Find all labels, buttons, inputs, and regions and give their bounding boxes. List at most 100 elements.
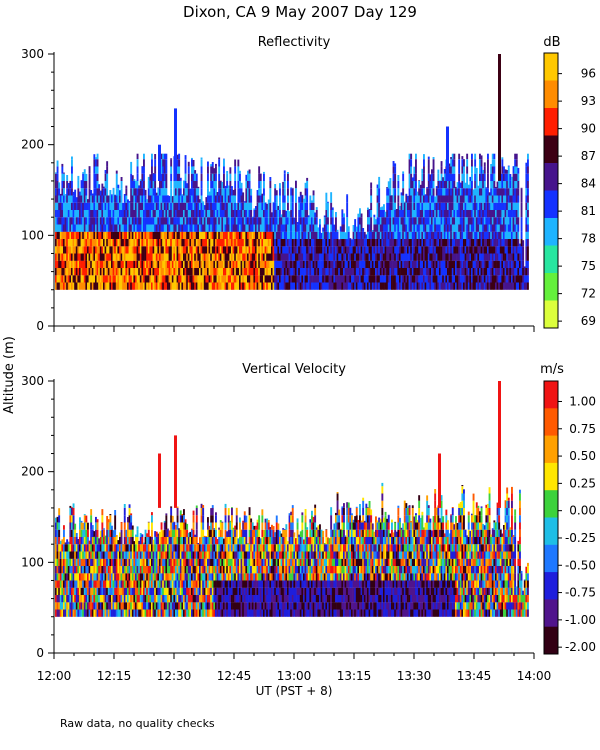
heatmap-cell <box>267 239 270 247</box>
heatmap-cell <box>493 188 496 196</box>
heatmap-cell <box>487 188 489 196</box>
heatmap-cell <box>504 217 507 225</box>
heatmap-cell <box>55 573 57 581</box>
heatmap-cell <box>98 587 101 595</box>
heatmap-cell <box>439 224 441 232</box>
heatmap-cell <box>435 268 438 276</box>
heatmap-cell <box>490 202 493 210</box>
heatmap-cell <box>312 282 315 290</box>
heatmap-cell <box>91 275 94 283</box>
heatmap-cell <box>207 260 209 268</box>
heatmap-cell <box>488 260 491 268</box>
heatmap-cell <box>387 246 390 254</box>
heatmap-cell <box>234 231 237 239</box>
heatmap-cell <box>74 217 77 225</box>
heatmap-cell <box>432 209 435 218</box>
heatmap-cell <box>437 180 440 189</box>
heatmap-cell <box>186 260 189 268</box>
heatmap-cell <box>509 209 512 218</box>
heatmap-cell <box>56 275 59 283</box>
heatmap-cell <box>88 231 91 239</box>
heatmap-cell <box>223 268 225 276</box>
heatmap-cell <box>261 193 264 196</box>
heatmap-cell <box>325 209 328 218</box>
heatmap-cell <box>55 609 57 617</box>
heatmap-cell <box>411 246 414 254</box>
heatmap-cell <box>499 282 502 290</box>
heatmap-cell <box>256 239 259 247</box>
heatmap-cell <box>354 246 357 254</box>
heatmap-cell <box>155 192 158 196</box>
heatmap-cell <box>152 239 155 247</box>
heatmap-cell <box>208 246 211 254</box>
heatmap-cell <box>240 253 243 261</box>
heatmap-cell <box>69 260 72 268</box>
heatmap-cell <box>58 182 61 189</box>
heatmap-cell <box>435 217 438 225</box>
heatmap-cell <box>59 573 62 581</box>
heatmap-cell <box>282 217 285 225</box>
heatmap-cell <box>227 188 230 196</box>
heatmap-cell <box>264 224 267 232</box>
heatmap-cell <box>103 587 105 595</box>
heatmap-cell <box>290 282 293 290</box>
heatmap-cell <box>418 202 421 210</box>
heatmap-cell <box>147 282 150 290</box>
heatmap-cell <box>448 246 451 254</box>
heatmap-cell <box>279 202 281 210</box>
heatmap-cell <box>480 209 483 218</box>
heatmap-cell <box>235 239 238 247</box>
heatmap-cell <box>287 188 289 196</box>
heatmap-cell <box>59 566 62 574</box>
heatmap-cell <box>195 231 198 239</box>
heatmap-cell <box>451 246 454 254</box>
heatmap-cell <box>127 260 129 268</box>
heatmap-cell <box>338 239 341 247</box>
heatmap-cell <box>69 536 72 545</box>
heatmap-cell <box>61 580 64 588</box>
heatmap-cell <box>149 224 152 232</box>
heatmap-cell <box>131 246 134 254</box>
heatmap-cell <box>184 253 187 261</box>
heatmap-cell <box>309 275 312 283</box>
heatmap-cell <box>399 224 401 232</box>
heatmap-cell <box>298 217 301 225</box>
heatmap-cell <box>367 260 369 268</box>
heatmap-cell <box>485 260 488 268</box>
heatmap-cell <box>72 191 75 196</box>
heatmap-cell <box>472 239 475 247</box>
heatmap-cell <box>232 260 235 268</box>
heatmap-cell <box>226 282 229 290</box>
heatmap-cell <box>283 253 286 261</box>
heatmap-cell <box>298 224 301 232</box>
heatmap-cell <box>82 188 85 196</box>
heatmap-cell <box>55 558 57 566</box>
heatmap-cell <box>315 282 318 290</box>
heatmap-cell <box>66 202 69 210</box>
heatmap-cell <box>107 209 110 218</box>
heatmap-cell <box>99 217 102 225</box>
heatmap-cell <box>248 202 251 210</box>
heatmap-cell <box>88 202 91 210</box>
heatmap-cell <box>440 217 443 225</box>
heatmap-cell <box>69 515 72 523</box>
heatmap-cell <box>440 209 443 218</box>
heatmap-cell <box>77 239 80 247</box>
heatmap-cell <box>527 159 529 167</box>
heatmap-cell <box>410 239 413 247</box>
heatmap-cell <box>184 275 187 283</box>
heatmap-cell <box>496 253 499 261</box>
heatmap-cell <box>383 260 385 268</box>
heatmap-cell <box>491 246 494 254</box>
heatmap-cell <box>525 195 528 203</box>
heatmap-cell <box>194 170 197 174</box>
heatmap-cell <box>229 202 232 210</box>
heatmap-cell <box>471 180 473 189</box>
heatmap-cell <box>85 515 88 523</box>
heatmap-cell <box>143 166 145 174</box>
heatmap-cell <box>58 508 61 516</box>
heatmap-cell <box>56 173 59 181</box>
heatmap-cell <box>387 282 390 290</box>
heatmap-cell <box>426 239 429 247</box>
heatmap-cell <box>400 192 403 196</box>
